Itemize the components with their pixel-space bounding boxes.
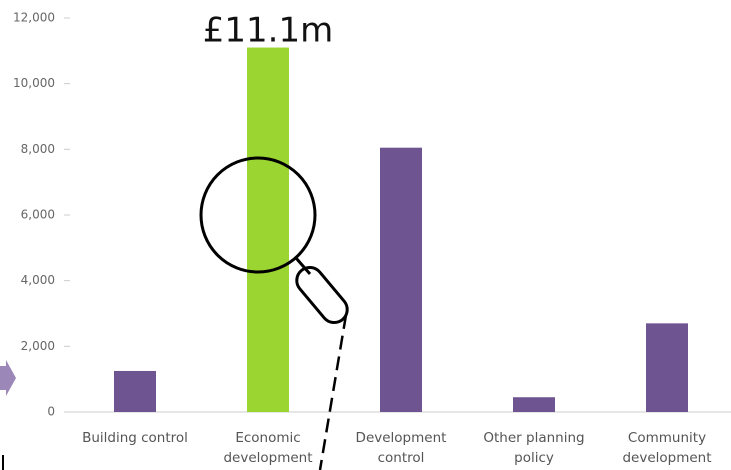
arrow-decoration <box>0 360 16 396</box>
y-tick-label: 6,000 <box>21 208 55 222</box>
y-tick-label: 10,000 <box>13 76 55 90</box>
y-tick-label: 4,000 <box>21 273 55 287</box>
x-tick-label: Economic development <box>223 430 313 466</box>
x-tick-label: Community development <box>622 430 712 466</box>
x-tick-label: Development control <box>355 430 447 466</box>
y-tick-label: 2,000 <box>21 339 55 353</box>
magnifier-handle <box>295 265 349 325</box>
y-tick-label: 8,000 <box>21 142 55 156</box>
bar <box>247 47 289 413</box>
magnifier-neck <box>294 257 312 275</box>
bar <box>513 397 555 412</box>
x-tick-label: Other planning policy <box>483 430 585 466</box>
magnifier-lens <box>199 156 317 274</box>
bar <box>646 323 688 412</box>
dashed-line <box>318 314 348 470</box>
annotation: £11.1m <box>203 11 333 51</box>
y-tick-label: 0 <box>47 405 55 419</box>
bar <box>380 147 422 413</box>
x-tick-label: Building control <box>82 430 188 446</box>
bar <box>114 370 156 412</box>
y-tick-label: 12,000 <box>13 11 55 25</box>
